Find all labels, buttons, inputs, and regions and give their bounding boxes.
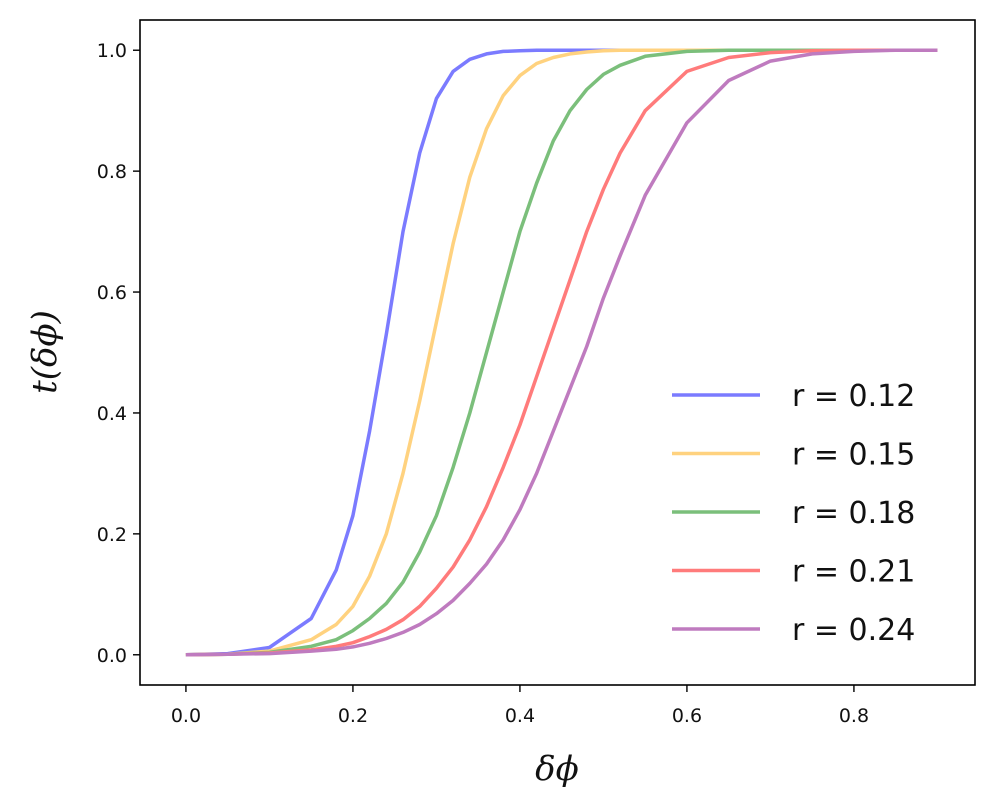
x-axis: 0.0 0.2 0.4 0.6 0.8	[171, 685, 869, 727]
y-tick-label: 0.6	[97, 282, 127, 304]
legend-label-1: r = 0.12	[792, 379, 915, 414]
y-tick-label: 1.0	[97, 40, 127, 62]
y-axis-label: t(δϕ)	[25, 310, 65, 394]
legend-label-4: r = 0.21	[792, 555, 915, 590]
series-lines	[185, 48, 938, 657]
y-tick-label: 0.2	[97, 524, 127, 546]
legend-label-2: r = 0.15	[792, 438, 915, 473]
y-axis: 0.0 0.2 0.4 0.6 0.8 1.0	[97, 40, 140, 667]
x-tick-label: 0.6	[672, 705, 702, 727]
series-line-5	[185, 48, 938, 657]
y-tick-label: 0.8	[97, 161, 127, 183]
legend-label-5: r = 0.24	[792, 613, 915, 648]
plot-area-frame	[139, 19, 976, 686]
x-tick-label: 0.4	[505, 705, 535, 727]
x-tick-label: 0.8	[839, 705, 869, 727]
legend: r = 0.12 r = 0.15 r = 0.18 r = 0.21 r = 0.24	[672, 379, 915, 648]
x-tick-label: 0.0	[171, 705, 201, 727]
x-tick-label: 0.2	[338, 705, 368, 727]
legend-label-3: r = 0.18	[792, 496, 915, 531]
series-line-4	[185, 48, 938, 657]
x-axis-label: δϕ	[535, 749, 579, 789]
y-tick-label: 0.0	[97, 645, 127, 667]
series-line-3	[185, 48, 938, 657]
y-tick-label: 0.4	[97, 403, 127, 425]
